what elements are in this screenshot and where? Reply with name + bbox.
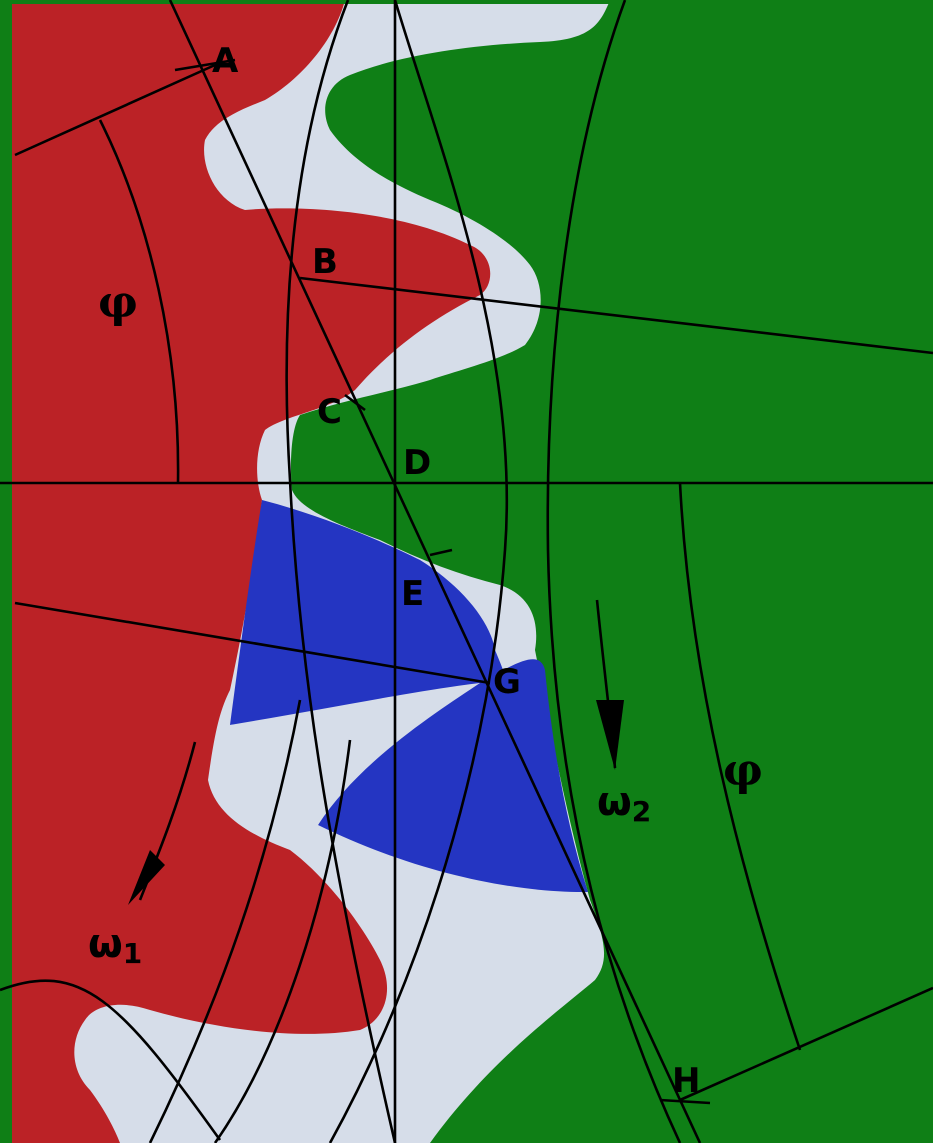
omega2-label: ω2 [597, 779, 651, 828]
frame-left [0, 0, 12, 1143]
angle-label-left: φ [98, 277, 138, 328]
point-label-g: G [493, 662, 521, 702]
omega1-arrow [128, 741, 197, 905]
gear2-body [290, 0, 933, 1143]
omega1-label: ω1 [88, 921, 142, 970]
contact-zone-lower [318, 659, 588, 893]
frame-top [0, 0, 933, 4]
point-label-a: A [212, 41, 239, 81]
omega2-arrow [595, 599, 624, 770]
point-label-e: E [401, 574, 424, 614]
point-label-b: B [312, 242, 338, 282]
point-label-c: C [317, 392, 342, 432]
contact-zone [230, 500, 505, 725]
point-label-h: H [672, 1061, 700, 1101]
contact-cusp [230, 683, 480, 825]
angle-label-right: φ [723, 745, 763, 796]
point-label-d: D [403, 443, 431, 483]
